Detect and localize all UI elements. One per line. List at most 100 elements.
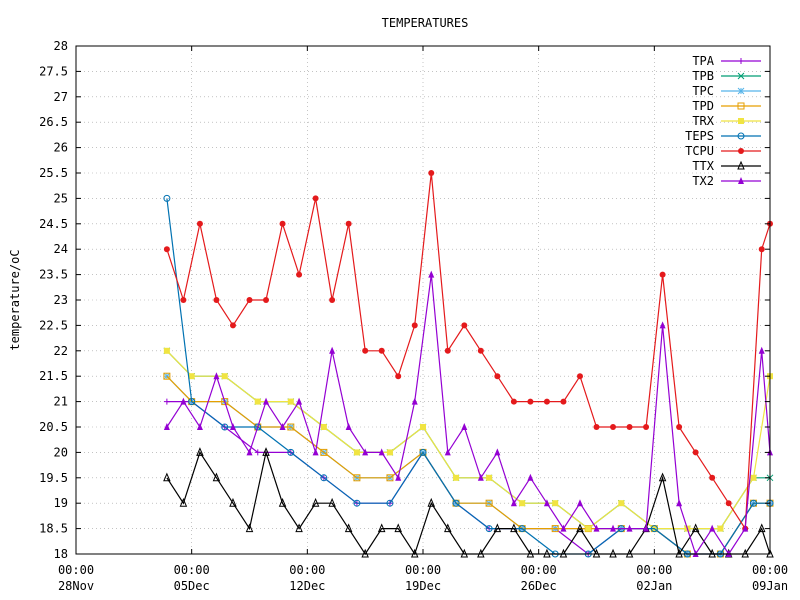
x-tick-label-date: 12Dec: [289, 579, 325, 593]
data-point-teps: [221, 423, 229, 431]
data-point-tcpu: [312, 195, 319, 202]
data-point-tpd: [320, 448, 328, 456]
data-point-tx2: [296, 397, 303, 405]
data-point-tcpu: [543, 398, 550, 405]
legend-marker-trx: [738, 118, 744, 124]
legend-marker-tcpu: [738, 148, 744, 154]
data-point-trx: [585, 525, 592, 532]
data-point-tcpu: [510, 398, 517, 405]
data-point-tcpu: [395, 373, 402, 380]
y-tick-label: 21: [54, 395, 68, 409]
series-trx: [163, 347, 773, 532]
data-point-tx2: [477, 473, 484, 481]
data-point-tx2: [213, 372, 220, 380]
series-layer: [163, 170, 774, 558]
data-point-tx2: [626, 524, 633, 532]
data-point-tx2: [527, 473, 534, 481]
data-point-tx2: [494, 448, 501, 456]
series-tcpu: [163, 170, 773, 532]
data-point-trx: [353, 449, 360, 456]
y-tick-label: 20.5: [39, 420, 68, 434]
legend-label-teps: TEPS: [685, 129, 714, 143]
data-point-teps: [485, 525, 493, 533]
data-point-teps: [749, 499, 757, 507]
data-point-tcpu: [362, 347, 369, 354]
data-point-ttx: [245, 523, 254, 533]
data-point-teps: [320, 474, 328, 482]
x-tick-label-time: 00:00: [289, 563, 325, 577]
y-tick-label: 27: [54, 90, 68, 104]
y-tick-label: 19.5: [39, 471, 68, 485]
data-point-ttx: [328, 497, 336, 507]
data-point-tpc: [163, 372, 171, 380]
legend-marker-tpb: [737, 72, 745, 80]
data-point-ttx: [394, 523, 402, 533]
legend-label-tcpu: TCPU: [685, 144, 714, 158]
y-tick-label: 18: [54, 547, 68, 561]
data-point-tx2: [643, 524, 650, 532]
data-point-tx2: [312, 448, 319, 456]
data-point-tx2: [378, 448, 385, 456]
data-point-tx2: [709, 524, 716, 532]
legend-label-tpa: TPA: [692, 54, 714, 68]
x-tick-label-time: 00:00: [58, 563, 94, 577]
y-tick-label: 24: [54, 242, 68, 256]
data-point-tx2: [411, 397, 418, 405]
legend-marker-tx2: [738, 177, 744, 184]
data-point-tcpu: [229, 322, 236, 329]
data-point-tcpu: [576, 373, 583, 380]
data-point-tcpu: [725, 500, 732, 507]
data-point-ttx: [757, 523, 766, 533]
x-tick-label-date: 26Dec: [521, 579, 557, 593]
y-tick-label: 25.5: [39, 166, 68, 180]
y-tick-label: 27.5: [39, 64, 68, 78]
legend-label-tpb: TPB: [692, 69, 714, 83]
data-point-tcpu: [428, 170, 435, 176]
y-tick-label: 23: [54, 293, 68, 307]
data-point-teps: [650, 525, 658, 533]
legend-marker-tpa: [738, 58, 744, 64]
legend-entry-tcpu: TCPU: [685, 144, 761, 158]
data-point-tpd: [386, 474, 394, 482]
data-point-teps: [419, 448, 427, 456]
data-point-tcpu: [329, 297, 336, 303]
data-point-trx: [287, 398, 294, 405]
legend-label-ttx: TTX: [692, 159, 714, 173]
data-point-ttx: [377, 523, 386, 533]
data-point-ttx: [344, 523, 353, 533]
data-point-tx2: [659, 321, 666, 329]
data-point-tcpu: [626, 424, 633, 430]
data-point-tx2: [246, 448, 253, 456]
y-tick-label: 22: [54, 344, 68, 358]
data-point-tcpu: [758, 246, 765, 253]
data-point-trx: [717, 525, 724, 532]
data-point-tx2: [362, 448, 369, 456]
data-point-tx2: [428, 270, 435, 278]
y-tick-label: 26.5: [39, 115, 68, 129]
legend-marker-teps: [737, 132, 745, 140]
legend-entry-tpb: TPB: [692, 69, 761, 83]
data-point-trx: [453, 474, 460, 481]
y-tick-label: 22.5: [39, 318, 68, 332]
x-tick-label-date: 28Nov: [58, 579, 94, 593]
data-point-tcpu: [593, 424, 600, 430]
y-tick-label: 19: [54, 496, 68, 510]
data-point-ttx: [229, 497, 237, 507]
data-point-trx: [486, 474, 493, 481]
x-tick-label-time: 00:00: [405, 563, 441, 577]
data-point-tx2: [329, 346, 336, 354]
data-point-tpa: [163, 398, 170, 405]
data-point-tcpu: [279, 220, 286, 227]
data-point-teps: [452, 499, 460, 507]
data-point-teps: [254, 423, 262, 431]
data-point-tcpu: [494, 373, 501, 380]
data-point-tcpu: [444, 347, 451, 354]
data-point-tx2: [610, 524, 617, 532]
y-axis-ticks: 18 18.5 19 19.5 20 20.5 21 21.5 22 22.5 23 23.5 24 24…: [39, 39, 770, 561]
y-tick-label: 24.5: [39, 217, 68, 231]
data-point-tcpu: [560, 398, 567, 405]
series-line-trx: [166, 350, 771, 530]
data-point-tcpu: [296, 271, 303, 278]
